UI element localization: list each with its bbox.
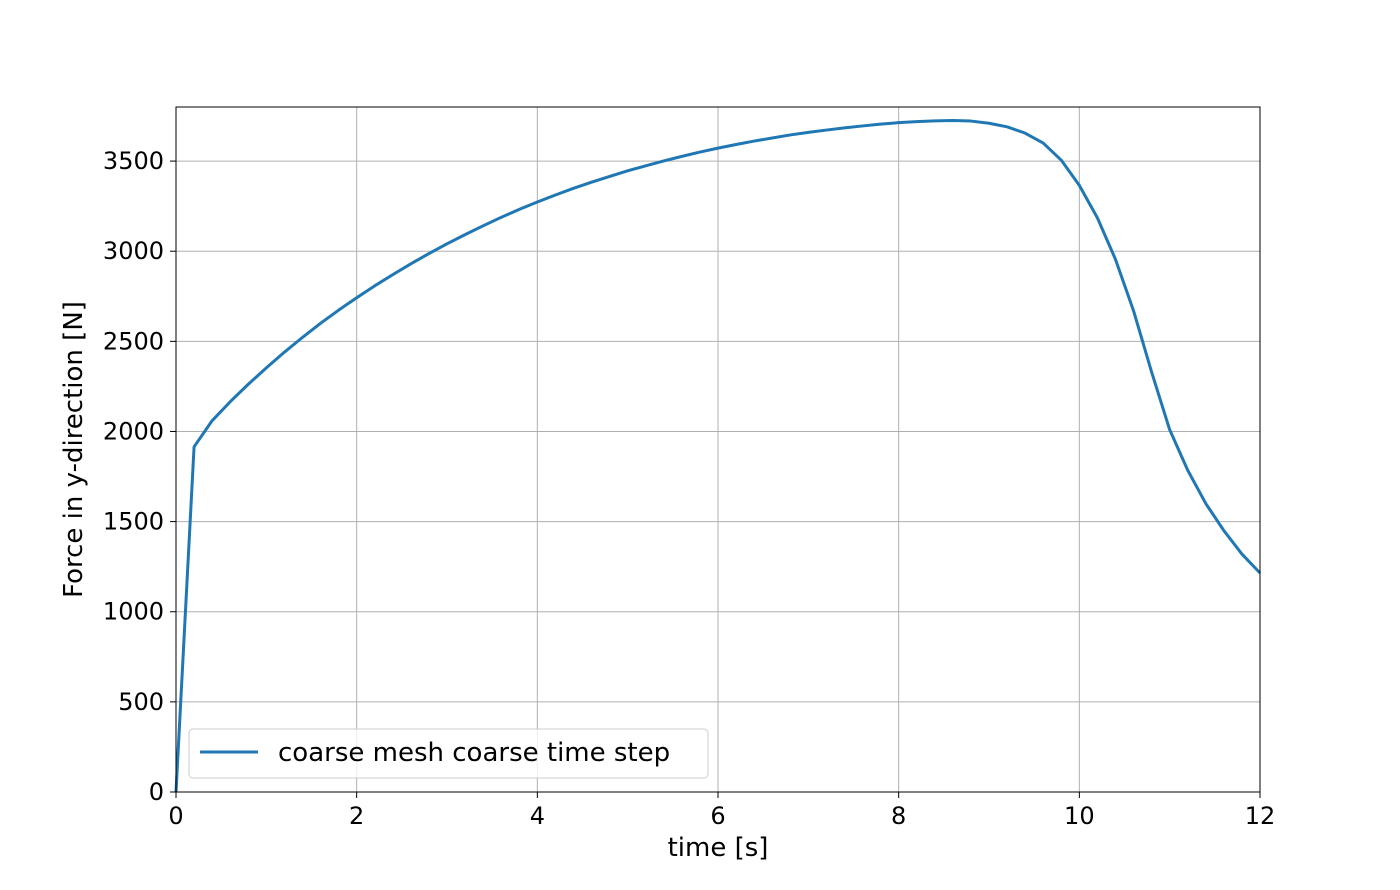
x-tick-label: 6 — [710, 802, 725, 830]
x-tick-label: 8 — [891, 802, 906, 830]
legend-label: coarse mesh coarse time step — [278, 738, 670, 768]
y-tick-label: 0 — [149, 778, 164, 806]
tick-marks — [170, 160, 1261, 798]
x-tick-label: 4 — [530, 802, 545, 830]
legend-box — [188, 728, 709, 779]
series-layer — [174, 119, 1262, 793]
legend: coarse mesh coarse time step — [188, 728, 709, 779]
x-tick-label: 2 — [349, 802, 364, 830]
x-tick-label: 0 — [168, 802, 183, 830]
x-tick-label: 12 — [1245, 802, 1276, 830]
y-tick-label: 500 — [118, 688, 164, 716]
series-line — [174, 119, 1262, 793]
y-tick-label: 1000 — [103, 598, 164, 626]
y-tick-label: 1500 — [103, 508, 164, 536]
y-tick-label: 3500 — [103, 147, 164, 175]
y-axis-title: Force in y-direction [N] — [59, 301, 89, 598]
y-tick-label: 2000 — [103, 417, 164, 445]
x-axis-title: time [s] — [668, 833, 769, 863]
x-tick-label: 10 — [1064, 802, 1095, 830]
y-tick-label: 3000 — [103, 237, 164, 265]
tick-labels: 0 2 4 6 8 10 12 0 500 1000 1500 2000 2500 3000 3500 — [103, 147, 1275, 830]
y-tick-label: 2500 — [103, 327, 164, 355]
